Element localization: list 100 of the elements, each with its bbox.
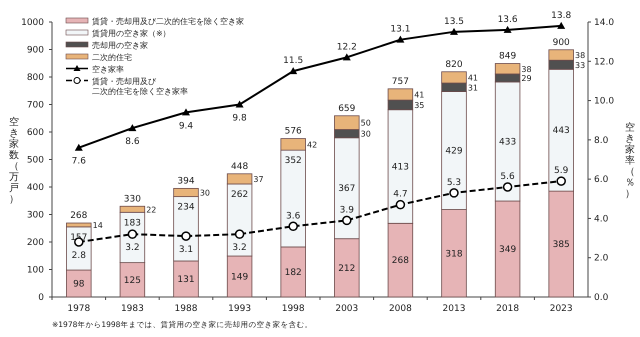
data-label: 41: [414, 90, 424, 100]
data-label: 31: [468, 83, 478, 92]
total-label: 576: [284, 126, 302, 137]
data-label: 4.7: [393, 190, 408, 200]
data-label: 3.2: [125, 243, 140, 254]
total-label: 849: [499, 52, 516, 62]
y2-tick-label: 6.0: [594, 175, 609, 186]
data-label: 13.1: [390, 24, 410, 35]
point: [396, 36, 404, 43]
data-label: 30: [200, 188, 210, 198]
data-label: 443: [552, 126, 570, 136]
total-label: 757: [392, 76, 409, 87]
data-label: 29: [521, 74, 532, 83]
data-label: 262: [231, 190, 248, 200]
point: [396, 200, 406, 210]
y-tick-label: 100: [26, 266, 44, 276]
y-tick-label: 200: [26, 238, 44, 248]
total-label: 900: [552, 38, 570, 48]
legend-label: 空き家率: [92, 65, 124, 74]
y2-tick-label: 2.0: [594, 254, 609, 264]
data-label: 38: [575, 51, 586, 60]
point: [288, 222, 298, 232]
data-label: 3.2: [232, 243, 247, 254]
point: [342, 53, 351, 60]
data-label: 41: [468, 73, 478, 82]
data-label: 367: [338, 184, 356, 194]
total-label: 268: [70, 211, 88, 222]
data-label: 9.4: [178, 121, 194, 132]
data-label: 38: [521, 64, 532, 74]
point: [556, 176, 566, 186]
data-label: 349: [499, 245, 516, 256]
point: [289, 67, 298, 74]
total-label: 820: [445, 60, 463, 70]
point: [182, 108, 190, 116]
data-label: 413: [392, 162, 409, 173]
data-label: 318: [445, 249, 463, 260]
legend-label: 賃貸・売却用及び二次的住宅を除く空き家: [92, 17, 244, 26]
data-label: 182: [284, 268, 302, 278]
data-label: 98: [73, 280, 85, 290]
data-label: 433: [499, 137, 516, 148]
y2-tick-label: 0.0: [594, 293, 609, 303]
data-label: 131: [177, 274, 195, 285]
point: [342, 216, 352, 226]
x-tick-label: 1983: [120, 304, 144, 314]
data-label: 125: [124, 276, 141, 286]
point: [74, 144, 83, 151]
total-label: 659: [338, 104, 356, 114]
x-tick-label: 2018: [496, 304, 520, 314]
data-label: 11.5: [283, 56, 304, 66]
legend-label: 賃貸・売却用及び二次的住宅を除く空き家率: [92, 77, 188, 96]
data-label: 183: [124, 218, 141, 228]
legend-label: 売却用の空き家: [92, 41, 148, 50]
x-tick-label: 1978: [67, 304, 91, 314]
y-tick-label: 500: [26, 156, 44, 166]
x-tick-label: 2008: [388, 304, 412, 314]
point: [128, 124, 136, 132]
data-label: 12.2: [336, 42, 357, 52]
data-label: 2.8: [72, 251, 86, 261]
data-label: 385: [552, 240, 570, 250]
data-label: 35: [414, 100, 424, 110]
data-label: 149: [231, 272, 248, 283]
point: [236, 100, 244, 108]
y-tick-label: 1000: [21, 18, 44, 28]
data-label: 5.9: [554, 166, 569, 176]
legend-label: 賃貸用の空き家（※）: [92, 29, 171, 38]
data-label: 8.6: [125, 137, 140, 148]
x-tick-label: 1988: [174, 304, 198, 314]
total-label: 448: [231, 162, 248, 172]
data-label: 212: [338, 264, 356, 274]
y-tick-label: 800: [26, 73, 44, 83]
data-label: 13.8: [551, 10, 572, 21]
legend-label: 二次的住宅: [92, 53, 132, 62]
data-label: 5.3: [446, 178, 462, 188]
data-label: 42: [307, 140, 318, 150]
point: [450, 28, 458, 35]
data-label: 7.6: [72, 156, 86, 167]
data-label: 268: [392, 256, 410, 266]
y2-tick-label: 14.0: [594, 18, 614, 28]
data-label: 234: [177, 202, 195, 213]
data-label: 352: [284, 156, 302, 166]
y2-axis-title: 空き家率（％）: [625, 122, 635, 200]
point: [181, 231, 191, 241]
data-label: 37: [253, 174, 264, 184]
y-tick-label: 400: [26, 183, 44, 193]
y-tick-label: 700: [26, 100, 44, 110]
data-label: 5.6: [500, 172, 516, 182]
data-label: 3.1: [178, 245, 194, 256]
x-tick-label: 2003: [335, 304, 358, 314]
data-label: 22: [146, 205, 156, 214]
y2-tick-label: 4.0: [594, 214, 609, 224]
data-label: 9.8: [232, 114, 248, 124]
y2-tick-label: 12.0: [594, 57, 614, 68]
data-label: 14: [92, 220, 103, 230]
y-tick-label: 900: [26, 46, 44, 56]
data-label: 3.6: [286, 211, 301, 222]
data-label: 3.9: [340, 205, 354, 216]
total-label: 394: [177, 176, 195, 186]
point: [234, 229, 244, 239]
point: [449, 188, 459, 198]
y-axis-title: 空き家数（万戸）: [9, 116, 19, 205]
